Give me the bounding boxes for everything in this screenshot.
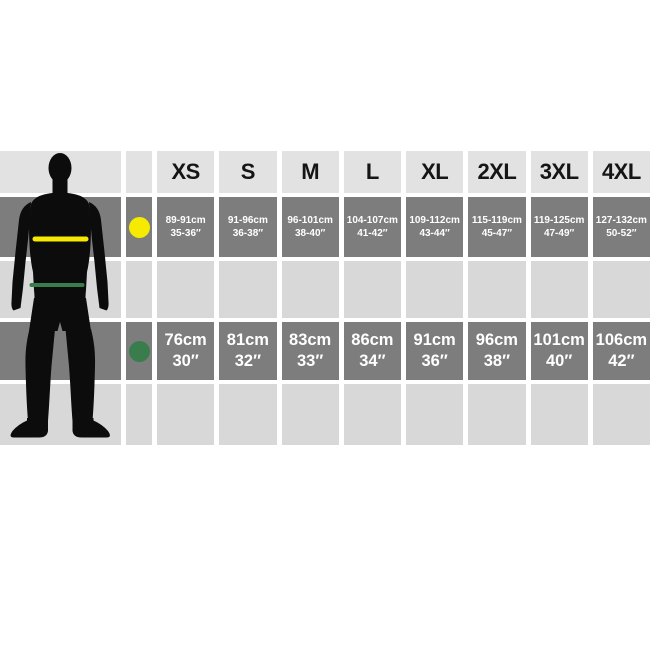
waist-cm-text: 91cm (413, 331, 456, 349)
size-header-xs: XS (157, 151, 215, 193)
chest-in-text: 35-36″ (170, 228, 201, 239)
chest-marker-cell (126, 197, 152, 257)
chest-in-text: 50-52″ (606, 228, 637, 239)
waist-in-text: 34″ (359, 352, 386, 370)
figure-band-bottom (0, 384, 121, 445)
chest-cell-s: 91-96cm 36-38″ (219, 197, 277, 257)
figure-band-waist (0, 322, 121, 380)
waist-cell-2xl: 96cm 38″ (468, 322, 526, 380)
waist-in-text: 33″ (296, 352, 324, 370)
spacer-cell (157, 261, 215, 318)
size-header-3xl: 3XL (530, 151, 588, 193)
chest-cell-2xl: 115-119cm 45-47″ (468, 197, 526, 257)
size-header-l: L (343, 151, 401, 193)
chest-in-text: 38-40″ (294, 228, 326, 239)
waist-in-text: 30″ (172, 352, 199, 370)
waist-cm-text: 96cm (475, 331, 518, 349)
spacer-cell (530, 384, 588, 445)
size-header-2xl: 2XL (468, 151, 526, 193)
waist-in-text: 38″ (483, 352, 510, 370)
chest-cm-text: 91-96cm (227, 215, 268, 226)
chest-cell-m: 96-101cm 38-40″ (281, 197, 339, 257)
chest-in-text: 45-47″ (481, 228, 513, 239)
waist-cm-text: 76cm (164, 331, 207, 349)
spacer-cell (468, 261, 526, 318)
size-header-4xl: 4XL (592, 151, 650, 193)
chest-cm-text: 89-91cm (165, 215, 206, 226)
waist-in-text: 32″ (234, 352, 261, 370)
waist-cell-xs: 76cm 30″ (157, 322, 215, 380)
waist-cell-3xl: 101cm 40″ (530, 322, 588, 380)
waist-marker-cell (126, 322, 152, 380)
waist-cell-xl: 91cm 36″ (406, 322, 464, 380)
chest-cm-text: 96-101cm (287, 215, 333, 226)
spacer-cell (530, 261, 588, 318)
waist-in-text: 40″ (545, 352, 573, 370)
size-header-xl: XL (406, 151, 464, 193)
size-header-m: M (281, 151, 339, 193)
waist-cell-l: 86cm 34″ (343, 322, 401, 380)
chest-cell-l: 104-107cm 41-42″ (343, 197, 401, 257)
waist-cm-text: 81cm (226, 331, 269, 349)
spacer-cell (592, 384, 650, 445)
spacer-cell (592, 261, 650, 318)
chest-cm-text: 109-112cm (409, 215, 460, 226)
size-header-s: S (219, 151, 277, 193)
chest-cell-3xl: 119-125cm 47-49″ (530, 197, 588, 257)
waist-cell-4xl: 106cm 42″ (592, 322, 650, 380)
chest-cm-text: 127-132cm (595, 215, 647, 226)
spacer-cell (406, 384, 464, 445)
waist-in-text: 36″ (421, 352, 448, 370)
marker-column-header (126, 151, 152, 193)
spacer-cell (219, 384, 277, 445)
waist-in-text: 42″ (608, 352, 635, 370)
size-chart-table: XS S M L XL 2XL 3XL 4XL 89-91cm 35-36″ 9… (0, 151, 650, 445)
spacer-cell (281, 384, 339, 445)
spacer-cell (126, 261, 152, 318)
waist-cm-text: 83cm (289, 331, 332, 349)
spacer-cell (219, 261, 277, 318)
spacer-cell (406, 261, 464, 318)
waist-cm-text: 101cm (533, 331, 585, 349)
chest-marker-dot-icon (128, 216, 150, 238)
figure-band-chest (0, 197, 121, 257)
waist-cm-text: 106cm (595, 331, 648, 349)
spacer-cell (126, 384, 152, 445)
chest-in-text: 43-44″ (419, 228, 450, 239)
chest-cm-text: 115-119cm (471, 215, 522, 226)
spacer-cell (343, 261, 401, 318)
waist-cell-m: 83cm 33″ (281, 322, 339, 380)
chest-in-text: 41-42″ (357, 228, 388, 239)
chest-cell-4xl: 127-132cm 50-52″ (592, 197, 650, 257)
spacer-cell (468, 384, 526, 445)
chest-cm-text: 119-125cm (533, 215, 585, 226)
spacer-cell (343, 384, 401, 445)
spacer-cell (281, 261, 339, 318)
spacer-cell (157, 384, 215, 445)
chest-in-text: 36-38″ (232, 228, 264, 239)
chest-cell-xs: 89-91cm 35-36″ (157, 197, 215, 257)
chest-cell-xl: 109-112cm 43-44″ (406, 197, 464, 257)
waist-marker-dot-icon (128, 340, 150, 362)
figure-band-mid (0, 261, 121, 318)
chest-cm-text: 104-107cm (346, 215, 398, 226)
waist-cm-text: 86cm (351, 331, 394, 349)
figure-band-header (0, 151, 121, 193)
chest-in-text: 47-49″ (543, 228, 575, 239)
waist-cell-s: 81cm 32″ (219, 322, 277, 380)
